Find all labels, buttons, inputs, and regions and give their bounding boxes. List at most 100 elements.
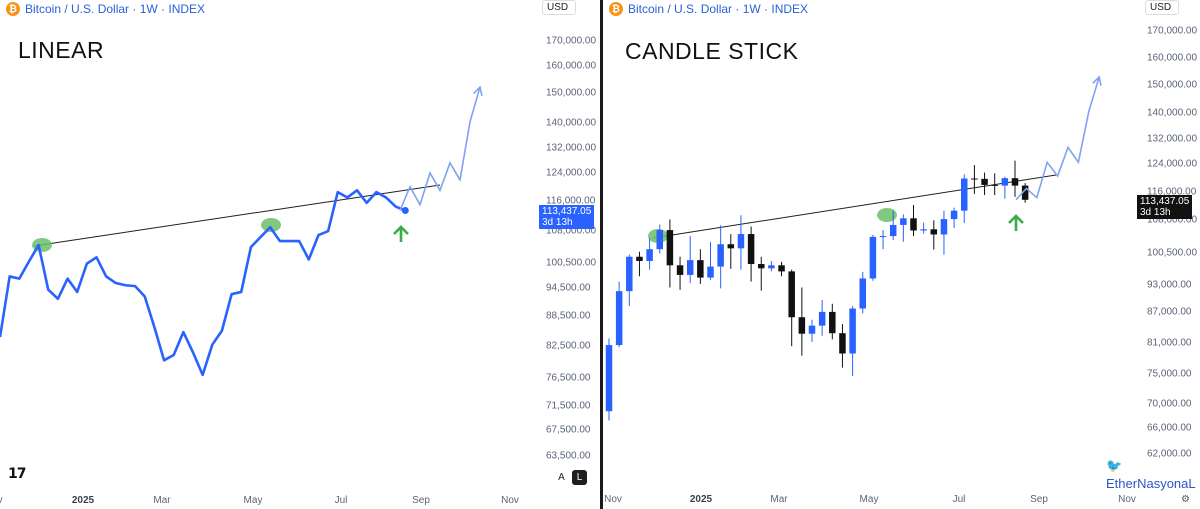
symbol-header[interactable]: ₿ Bitcoin / U.S. Dollar · 1W · INDEX	[609, 1, 808, 17]
candle-body	[839, 333, 846, 354]
y-tick-label: 132,000.00	[546, 143, 596, 154]
y-tick-label: 71,500.00	[546, 401, 591, 412]
current-price-label: 113,437.05 3d 13h	[1137, 195, 1193, 219]
y-tick-label: 108,000.00	[1147, 215, 1197, 226]
currency-selector[interactable]: USD	[542, 0, 576, 15]
linear-chart-panel[interactable]: 170,000.00 160,000.00 150,000.00 140,000.00…	[0, 0, 601, 509]
x-tick-label: 2025	[690, 494, 713, 505]
projection-line	[399, 86, 481, 211]
linear-title: LINEAR	[18, 37, 105, 63]
x-tick-label: v	[0, 495, 3, 506]
y-tick-label: 140,000.00	[546, 118, 596, 129]
symbol-title: Bitcoin / U.S. Dollar · 1W · INDEX	[25, 2, 206, 16]
y-tick-label: 67,500.00	[546, 425, 591, 436]
candle-body	[605, 345, 613, 412]
x-tick-label: 2025	[72, 495, 95, 506]
projection-line	[1015, 76, 1100, 201]
candle-title: CANDLE STICK	[625, 38, 799, 64]
y-tick-label: 150,000.00	[546, 88, 596, 99]
candle-body	[717, 244, 724, 267]
candlestick-chart-svg[interactable]: 170,000.00 160,000.00 150,000.00 140,000.00…	[603, 0, 1200, 509]
symbol-header[interactable]: ₿ Bitcoin / U.S. Dollar · 1W · INDEX	[6, 1, 205, 17]
y-tick-label: 100,500.00	[546, 258, 596, 269]
candle-body	[1011, 178, 1019, 186]
candle-body	[758, 264, 765, 269]
gear-icon[interactable]: ⚙	[1181, 494, 1190, 505]
x-tick-label: Mar	[153, 495, 171, 506]
candle-body	[778, 265, 785, 272]
candle-body	[727, 244, 735, 249]
currency-selector[interactable]: USD	[1145, 0, 1179, 15]
candle-body	[636, 256, 643, 262]
x-tick-label: Nov	[501, 495, 519, 506]
candle-body	[950, 210, 958, 220]
tradingview-logo[interactable]: 17	[8, 466, 27, 482]
current-price-label: 113,437.05 3d 13h	[539, 205, 595, 229]
y-tick-label: 70,000.00	[1147, 399, 1192, 410]
candle-body	[859, 278, 866, 309]
candle-body	[869, 236, 877, 279]
candle-body	[808, 325, 816, 334]
y-tick-label: 116,000.00	[1147, 187, 1197, 198]
candle-body	[686, 260, 694, 275]
x-tick-label: Mar	[770, 494, 788, 505]
y-tick-label: 160,000.00	[1147, 53, 1197, 64]
y-tick-label: 100,500.00	[1147, 248, 1197, 259]
twitter-bird-icon: 🐦	[1106, 459, 1123, 474]
candle-body	[879, 236, 887, 238]
y-tick-label: 66,000.00	[1147, 423, 1192, 434]
y-tick-label: 82,500.00	[546, 341, 591, 352]
candle-body	[788, 271, 795, 318]
y-tick-label: 116,000.00	[546, 196, 596, 207]
candle-body	[747, 234, 755, 265]
candlestick-chart-panel[interactable]: 170,000.00 160,000.00 150,000.00 140,000.00…	[603, 0, 1200, 509]
candle-body	[768, 265, 775, 269]
x-tick-label: Sep	[1030, 494, 1048, 505]
candle-body	[981, 178, 988, 185]
candle-body	[930, 229, 938, 235]
support-touch-highlight	[261, 218, 281, 232]
y-tick-label: 150,000.00	[1147, 80, 1197, 91]
last-price-dot	[401, 206, 409, 214]
x-tick-label: Sep	[412, 495, 430, 506]
y-tick-label: 132,000.00	[1147, 134, 1197, 145]
y-tick-label: 170,000.00	[1147, 26, 1197, 37]
candle-body	[849, 308, 856, 354]
linear-chart-svg[interactable]: 170,000.00 160,000.00 150,000.00 140,000.00…	[0, 0, 601, 509]
candle-body	[1001, 178, 1009, 186]
candle-body	[646, 249, 653, 262]
price-line	[0, 189, 406, 377]
y-tick-label: 88,500.00	[546, 311, 591, 322]
candle-body	[626, 256, 633, 292]
candle-body	[676, 265, 684, 275]
candle-body	[707, 266, 714, 278]
support-line	[652, 174, 1057, 239]
green-arrow-head	[1008, 214, 1024, 224]
log-scale-button[interactable]: L	[572, 470, 587, 485]
bitcoin-icon: ₿	[6, 2, 20, 16]
auto-scale-button[interactable]: A	[558, 472, 565, 483]
candle-body	[971, 178, 978, 180]
x-tick-label: Nov	[1118, 494, 1136, 505]
candle-body	[666, 230, 674, 266]
y-tick-label: 63,500.00	[546, 451, 591, 462]
candle-body	[737, 234, 745, 249]
y-tick-label: 87,000.00	[1147, 307, 1192, 318]
y-tick-label: 75,000.00	[1147, 369, 1192, 380]
candle-body	[697, 260, 704, 278]
candle-body	[910, 218, 917, 231]
current-price: 113,437.05	[1140, 196, 1190, 207]
y-tick-label: 93,000.00	[1147, 280, 1192, 291]
y-tick-label: 124,000.00	[546, 168, 596, 179]
y-tick-label: 108,000.00	[546, 226, 596, 237]
projection-arrowhead	[1092, 75, 1102, 86]
y-tick-label: 94,500.00	[546, 283, 591, 294]
x-tick-label: May	[860, 494, 879, 505]
countdown: 3d 13h	[1140, 207, 1171, 218]
x-tick-label: Jul	[335, 495, 348, 506]
bitcoin-icon: ₿	[609, 2, 623, 16]
candle-body	[818, 311, 826, 326]
candle-body	[961, 178, 968, 211]
current-price: 113,437.05	[542, 206, 592, 217]
support-touch-highlight	[877, 208, 897, 222]
